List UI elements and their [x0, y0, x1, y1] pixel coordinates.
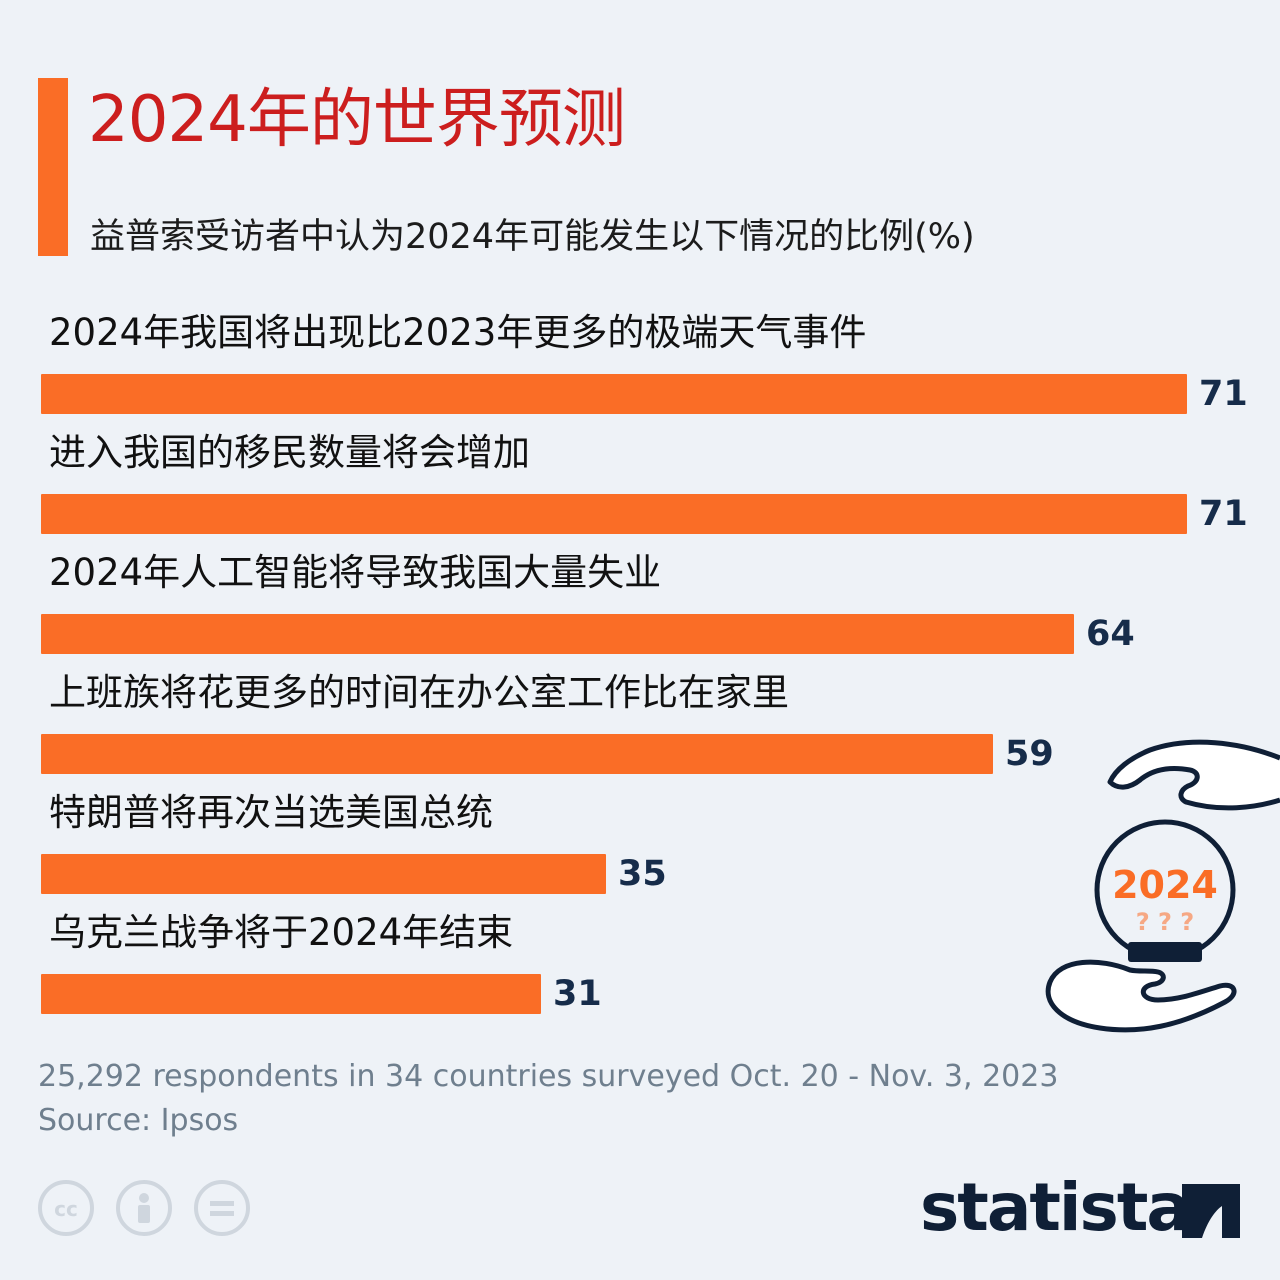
illustration-year: 2024	[1112, 863, 1218, 907]
crystal-ball: 2024 ? ? ?	[1094, 819, 1236, 962]
chart-title: 2024年的世界预测	[88, 83, 626, 157]
illustration-marks: ? ? ?	[1136, 908, 1194, 936]
source-link[interactable]: Source: Ipsos	[38, 1103, 239, 1138]
nd-icon[interactable]	[194, 1180, 250, 1236]
category-label: 2024年我国将出现比2023年更多的极端天气事件	[49, 311, 867, 354]
value-label: 64	[1086, 614, 1135, 654]
statista-mark-icon	[1182, 1184, 1240, 1238]
crystal-ball-icon: 2024 ? ? ?	[1045, 739, 1280, 1033]
value-label: 71	[1199, 374, 1248, 414]
svg-text:cc: cc	[54, 1197, 78, 1221]
category-label: 2024年人工智能将导致我国大量失业	[49, 551, 662, 594]
value-label: 59	[1005, 734, 1054, 774]
by-icon[interactable]	[116, 1180, 172, 1236]
statista-logo[interactable]: statista	[920, 1169, 1191, 1246]
chart-subtitle: 益普索受访者中认为2024年可能发生以下情况的比例(%)	[90, 217, 975, 257]
title-accent-bar	[38, 78, 68, 256]
value-label: 31	[553, 974, 602, 1014]
bar	[41, 734, 993, 774]
hand-bottom-icon	[1045, 959, 1237, 1033]
hand-top-icon	[1107, 739, 1280, 811]
category-label: 乌克兰战争将于2024年结束	[49, 911, 514, 954]
category-label: 上班族将花更多的时间在办公室工作比在家里	[49, 671, 789, 714]
bar	[41, 494, 1187, 534]
bar	[41, 614, 1074, 654]
bar	[41, 374, 1187, 414]
bar	[41, 854, 606, 894]
cc-icon[interactable]: cc	[38, 1180, 94, 1236]
survey-note: 25,292 respondents in 34 countries surve…	[38, 1059, 1059, 1094]
category-label: 特朗普将再次当选美国总统	[49, 791, 493, 834]
value-label: 35	[618, 854, 667, 894]
bar	[41, 974, 541, 1014]
value-label: 71	[1199, 494, 1248, 534]
category-label: 进入我国的移民数量将会增加	[49, 431, 530, 474]
